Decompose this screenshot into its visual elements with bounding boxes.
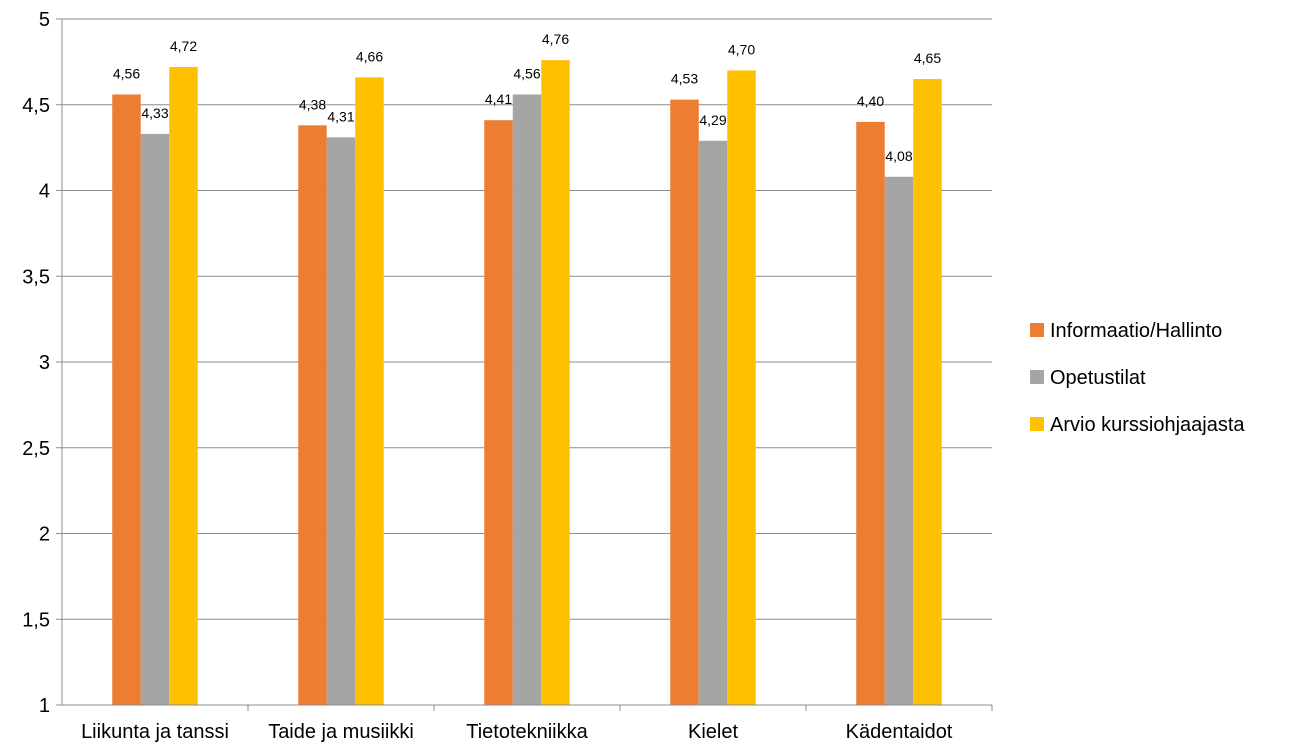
bar xyxy=(326,137,356,705)
legend-label: Informaatio/Hallinto xyxy=(1050,320,1222,342)
bar xyxy=(140,133,170,705)
x-tick-label: Tietotekniikka xyxy=(466,721,588,743)
data-label: 4,31 xyxy=(327,108,354,124)
y-tick-label: 3,5 xyxy=(22,266,50,288)
bar xyxy=(169,67,198,705)
data-label: 4,56 xyxy=(113,65,140,81)
bar xyxy=(355,77,384,705)
x-axis: Liikunta ja tanssi Taide ja musiikki Tieto… xyxy=(62,704,993,743)
bar xyxy=(670,99,699,706)
data-label: 4,53 xyxy=(671,71,698,87)
y-tick-label: 2,5 xyxy=(22,438,50,460)
legend-label: Arvio kurssiohjaajasta xyxy=(1050,414,1245,436)
data-label: 4,66 xyxy=(356,48,383,64)
bars xyxy=(112,60,942,706)
legend-swatch xyxy=(1030,323,1044,337)
data-label: 4,41 xyxy=(485,91,512,107)
bar xyxy=(541,60,570,706)
data-label: 4,29 xyxy=(699,112,726,128)
data-label: 4,65 xyxy=(914,50,941,66)
y-tick-label: 4 xyxy=(39,181,50,203)
legend-label: Opetustilat xyxy=(1050,367,1146,389)
data-label: 4,56 xyxy=(513,65,540,81)
bar xyxy=(727,70,756,705)
x-tick-label: Kädentaidot xyxy=(846,721,953,743)
data-label: 4,33 xyxy=(141,105,168,121)
data-label: 4,72 xyxy=(170,38,197,54)
data-label: 4,08 xyxy=(885,148,912,164)
y-tick-label: 1,5 xyxy=(22,609,50,631)
bar xyxy=(484,120,513,705)
legend-swatch xyxy=(1030,370,1044,384)
x-tick-label: Liikunta ja tanssi xyxy=(81,721,229,743)
y-tick-label: 4,5 xyxy=(22,95,50,117)
data-label: 4,70 xyxy=(728,41,755,57)
bar xyxy=(112,94,141,705)
bar xyxy=(698,140,728,705)
data-label: 4,76 xyxy=(542,31,569,47)
bar xyxy=(512,94,542,705)
bar xyxy=(856,121,885,705)
data-labels: 4,564,334,724,384,314,664,414,564,764,53… xyxy=(113,31,941,164)
x-tick-label: Taide ja musiikki xyxy=(268,721,414,743)
y-tick-label: 1 xyxy=(39,695,50,717)
y-tick-label: 3 xyxy=(39,352,50,374)
legend-swatch xyxy=(1030,417,1044,431)
y-tick-label: 5 xyxy=(39,9,50,31)
bar xyxy=(913,79,942,705)
legend: Informaatio/Hallinto Opetustilat Arvio kur… xyxy=(1030,320,1245,436)
y-tick-label: 2 xyxy=(39,524,50,546)
data-label: 4,40 xyxy=(857,93,884,109)
x-tick-label: Kielet xyxy=(688,721,738,743)
y-axis: 1 1,5 2 2,5 3 3,5 4 4,5 5 xyxy=(22,9,63,717)
bar xyxy=(298,125,327,705)
data-label: 4,38 xyxy=(299,96,326,112)
bar xyxy=(884,176,914,705)
